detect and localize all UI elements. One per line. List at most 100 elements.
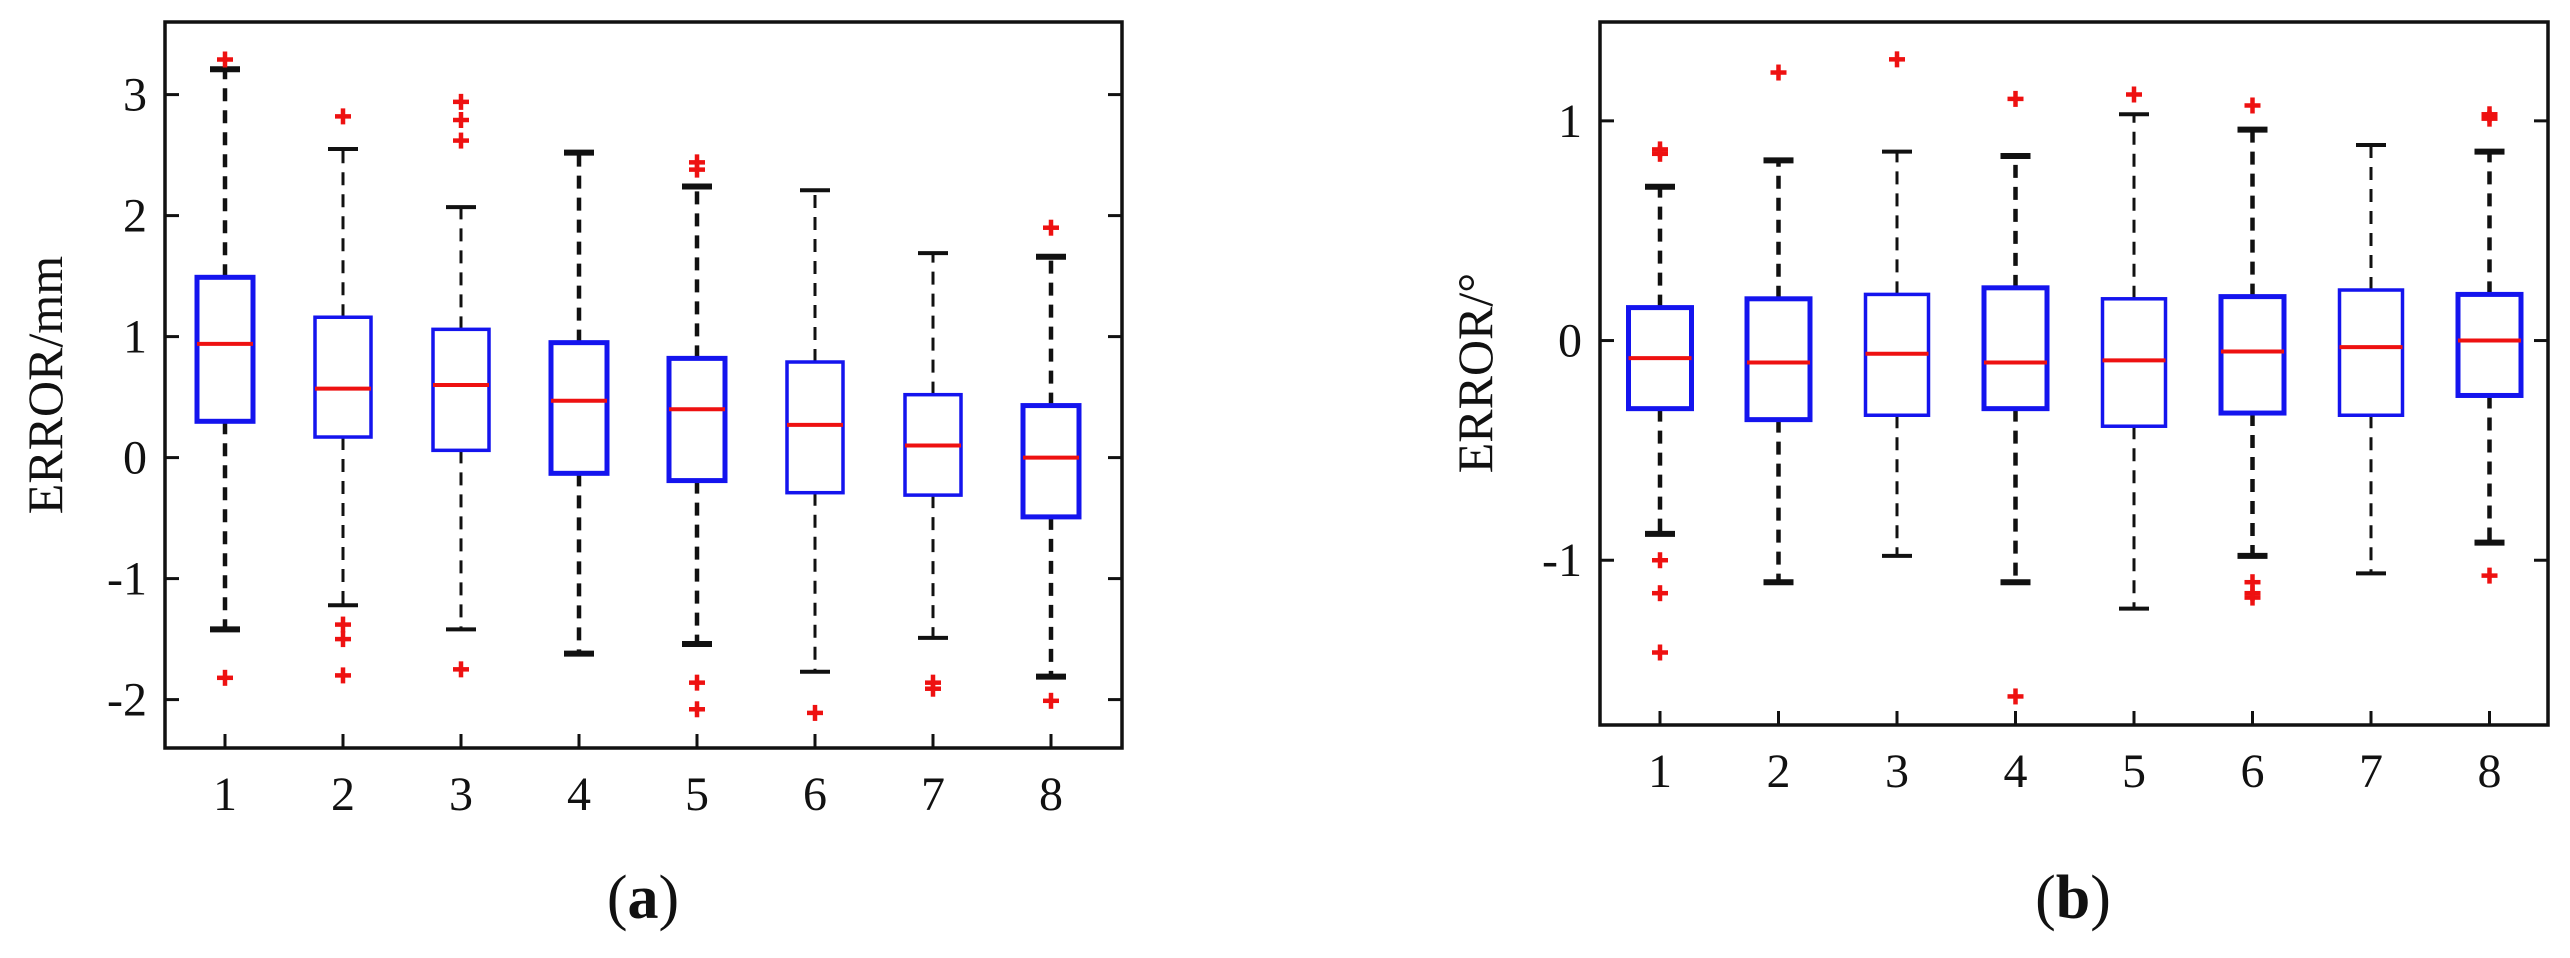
panel-b-xtick-label: 1 — [1648, 745, 1672, 798]
panel-a-box-8 — [1020, 219, 1082, 709]
outlier-marker — [453, 661, 469, 678]
outlier-marker — [2481, 567, 2498, 584]
outlier-marker — [1652, 644, 1668, 661]
panel-a-ytick-label: -1 — [107, 553, 147, 606]
panel-b-x-ticks: 1 2 3 4 5 6 7 8 — [1648, 711, 2502, 798]
iqr-box — [2218, 294, 2287, 416]
panel-a-label: (a) — [607, 864, 679, 932]
panel-a-box-7 — [903, 251, 963, 697]
iqr-box — [2337, 288, 2405, 417]
panel-a-letter: a — [628, 864, 659, 932]
panel-a-xtick-label: 1 — [213, 768, 237, 821]
outlier-marker — [335, 616, 351, 633]
panel-a-xtick-label: 6 — [803, 768, 827, 821]
panel-b-ytick-label: 1 — [1558, 95, 1582, 148]
panel-b-box-8 — [2455, 106, 2524, 584]
panel-b-boxes — [1626, 51, 2524, 705]
outlier-marker — [217, 669, 233, 686]
panel-a-axes-frame — [163, 20, 1124, 750]
outlier-marker — [2007, 688, 2024, 705]
panel-a-box-2 — [313, 108, 373, 684]
outlier-marker — [453, 132, 469, 149]
outlier-marker — [1889, 51, 1905, 68]
outlier-marker — [1652, 145, 1668, 162]
panel-a-xtick-label: 3 — [449, 768, 473, 821]
panel-b-box-3 — [1863, 51, 1931, 558]
iqr-box — [431, 327, 491, 453]
panel-b-ytick-label: -1 — [1542, 534, 1582, 587]
iqr-box — [2455, 291, 2524, 398]
panel-b-xtick-label: 5 — [2122, 745, 2146, 798]
panel-a-xtick-label: 7 — [921, 768, 945, 821]
panel-b-xtick-label: 6 — [2241, 745, 2265, 798]
iqr-box — [785, 360, 845, 495]
panel-b-ytick-label: 0 — [1558, 315, 1582, 368]
panel-b-box-6 — [2218, 97, 2287, 606]
panel-b: -1 0 1 1 2 3 4 5 6 7 8 ERROR/° (b) — [1447, 20, 2550, 932]
outlier-marker — [2007, 90, 2024, 107]
panel-a-ytick-label: -2 — [107, 674, 147, 727]
panel-b-box-7 — [2337, 143, 2405, 576]
outlier-marker — [217, 51, 233, 68]
iqr-box — [1981, 285, 2050, 412]
panel-a-box-5 — [666, 154, 728, 718]
outlier-marker — [335, 108, 351, 125]
panel-a: -2 -1 0 1 2 3 1 2 3 4 5 6 7 8 ERROR/mm (a) — [17, 20, 1124, 932]
outlier-marker — [335, 631, 351, 648]
panel-b-xtick-label: 2 — [1767, 745, 1791, 798]
iqr-box — [666, 355, 728, 484]
panel-b-xtick-label: 8 — [2478, 745, 2502, 798]
panel-a-y-ticks: -2 -1 0 1 2 3 — [107, 69, 1122, 727]
panel-a-box-4 — [548, 149, 610, 657]
iqr-box — [2100, 297, 2168, 428]
outlier-marker — [453, 112, 469, 129]
panel-a-box-3 — [431, 93, 491, 678]
outlier-marker — [2244, 97, 2261, 114]
panel-b-xtick-label: 4 — [2004, 745, 2028, 798]
outlier-marker — [453, 93, 469, 110]
panel-b-axes-frame — [1598, 20, 2550, 727]
panel-a-boxes — [194, 51, 1082, 721]
panel-b-box-2 — [1744, 64, 1813, 586]
outlier-marker — [807, 704, 823, 721]
panel-b-label: (b) — [2035, 864, 2111, 932]
panel-b-box-4 — [1981, 90, 2050, 705]
panel-a-y-axis-label: ERROR/mm — [17, 256, 73, 514]
outlier-marker — [1770, 64, 1787, 81]
panel-a-box-1 — [194, 51, 256, 686]
panel-a-xtick-label: 5 — [685, 768, 709, 821]
panel-b-letter: b — [2056, 864, 2090, 932]
panel-a-xtick-label: 2 — [331, 768, 355, 821]
panel-b-xtick-label: 3 — [1885, 745, 1909, 798]
outlier-marker — [2481, 110, 2498, 127]
outlier-marker — [1043, 219, 1059, 236]
iqr-box — [1744, 296, 1813, 423]
panel-a-ytick-label: 0 — [123, 432, 147, 485]
panel-a-xtick-label: 8 — [1039, 768, 1063, 821]
outlier-marker — [689, 674, 705, 691]
iqr-box — [1020, 403, 1082, 520]
panel-a-ytick-label: 3 — [123, 69, 147, 122]
iqr-box — [548, 340, 610, 476]
outlier-marker — [689, 701, 705, 718]
outlier-marker — [1652, 552, 1668, 569]
outlier-marker — [1043, 692, 1059, 709]
panel-a-ytick-label: 2 — [123, 190, 147, 243]
outlier-marker — [335, 667, 351, 684]
panel-b-xtick-label: 7 — [2359, 745, 2383, 798]
panel-a-ytick-label: 1 — [123, 311, 147, 364]
outlier-marker — [689, 161, 705, 178]
iqr-box — [194, 274, 256, 424]
outlier-marker — [1652, 585, 1668, 602]
panel-b-y-ticks: -1 0 1 — [1542, 95, 2548, 587]
panel-a-x-ticks: 1 2 3 4 5 6 7 8 — [213, 734, 1063, 821]
panel-b-box-1 — [1626, 141, 1694, 661]
outlier-marker — [2244, 589, 2261, 606]
panel-a-box-6 — [785, 188, 845, 721]
iqr-box — [313, 315, 373, 439]
panel-b-box-5 — [2100, 86, 2168, 611]
panel-b-y-axis-label: ERROR/° — [1447, 273, 1503, 474]
panel-a-xtick-label: 4 — [567, 768, 591, 821]
